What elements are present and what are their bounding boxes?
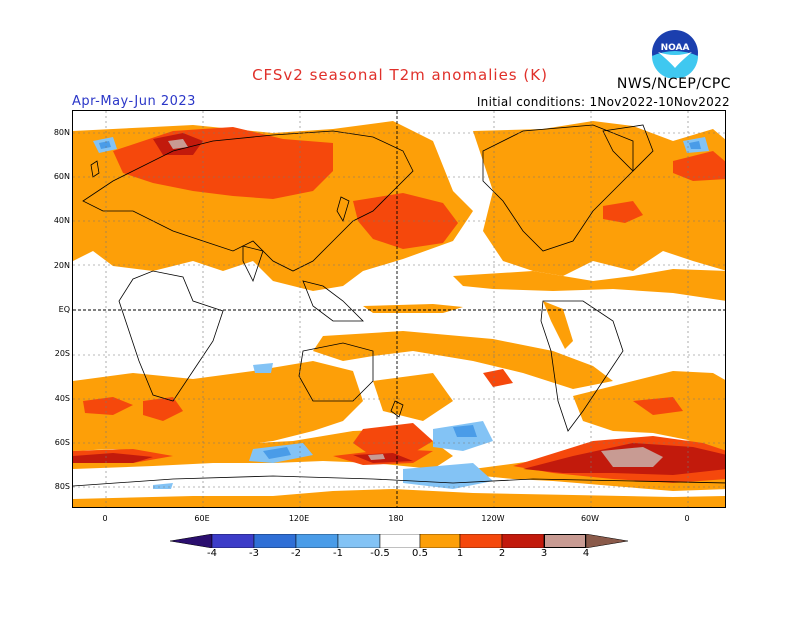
- colorbar-label-4: 4: [582, 548, 590, 559]
- colorbar-label-3: 3: [540, 548, 548, 559]
- lat-label-20n: 20N: [53, 261, 70, 270]
- lon-label-120e: 120E: [288, 514, 310, 523]
- colorbar-label-neg05: -0.5: [370, 548, 390, 559]
- colorbar-label-neg4: -4: [207, 548, 217, 559]
- cool-anomaly-mid: [99, 141, 701, 459]
- lat-label-80n: 80N: [53, 128, 70, 137]
- colorbar-label-neg2: -2: [291, 548, 301, 559]
- initial-conditions-label: Initial conditions: 1Nov2022-10Nov2022: [476, 95, 730, 109]
- svg-text:NOAA: NOAA: [661, 43, 690, 53]
- colorbar-label-05: 0.5: [412, 548, 428, 559]
- lat-label-eq: EQ: [58, 305, 70, 314]
- lat-label-60s: 60S: [54, 438, 70, 447]
- lat-label-20s: 20S: [54, 349, 70, 358]
- lon-label-60w: 60W: [580, 514, 600, 523]
- noaa-logo-icon: NOAA: [652, 30, 698, 78]
- lon-label-60e: 60E: [194, 514, 210, 523]
- map-title: CFSv2 seasonal T2m anomalies (K): [252, 66, 548, 84]
- lon-label-0-east: 0: [684, 514, 690, 523]
- colorbar-label-neg3: -3: [249, 548, 259, 559]
- anomaly-map-graphic: [73, 111, 725, 507]
- anomaly-map: [72, 110, 726, 508]
- warm-anomaly-extreme: [168, 139, 663, 467]
- colorbar-segment-3-4: [544, 534, 586, 548]
- lat-label-60n: 60N: [53, 172, 70, 181]
- lon-label-120w: 120W: [481, 514, 505, 523]
- reference-lines: [73, 111, 725, 507]
- org-label: NWS/NCEP/CPC: [616, 76, 732, 92]
- season-label: Apr-May-Jun 2023: [72, 94, 196, 109]
- lon-label-180: 180: [388, 514, 404, 523]
- lat-label-40s: 40S: [54, 394, 70, 403]
- colorbar-label-neg1: -1: [333, 548, 343, 559]
- lon-label-0: 0: [102, 514, 108, 523]
- colorbar-label-2: 2: [498, 548, 506, 559]
- lat-label-80s: 80S: [54, 482, 70, 491]
- lat-label-40n: 40N: [53, 216, 70, 225]
- graticule: [73, 111, 725, 507]
- colorbar-label-1: 1: [456, 548, 464, 559]
